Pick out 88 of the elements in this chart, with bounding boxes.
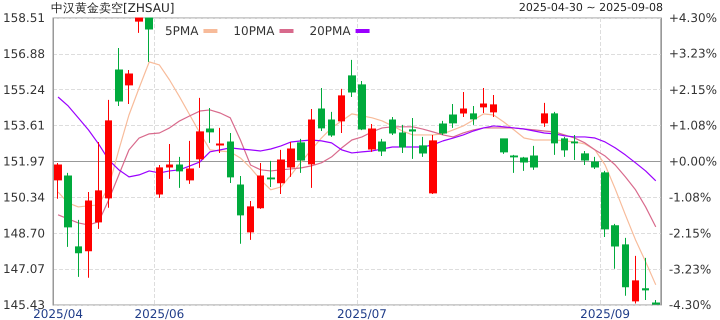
candlestick bbox=[642, 257, 649, 300]
candlestick bbox=[125, 70, 133, 105]
chart-subtitle: 2025-04-30 ~ 2025-09-08 bbox=[518, 1, 664, 14]
y2-tick-label: +0.00% bbox=[668, 154, 718, 168]
candlestick bbox=[176, 156, 183, 188]
candlestick bbox=[530, 145, 538, 170]
candlestick bbox=[348, 59, 356, 98]
y-tick-label: 158.51 bbox=[2, 11, 45, 25]
candlestick bbox=[409, 118, 416, 160]
candlestick bbox=[156, 164, 163, 198]
line-series bbox=[57, 109, 656, 228]
candlestick bbox=[186, 140, 194, 184]
candlestick bbox=[277, 149, 285, 194]
candlestick bbox=[75, 219, 82, 278]
candlestick bbox=[358, 80, 366, 131]
candlestick bbox=[429, 134, 437, 194]
candlestick bbox=[632, 255, 639, 304]
candlestick bbox=[54, 162, 62, 200]
candlestick bbox=[389, 116, 396, 136]
candlestick bbox=[378, 138, 386, 157]
candlestick bbox=[490, 94, 497, 118]
y2-tick-label: +2.15% bbox=[668, 82, 718, 97]
candlestick bbox=[95, 141, 102, 230]
candlestick bbox=[318, 87, 325, 132]
candlestick bbox=[520, 156, 528, 172]
candlestick bbox=[449, 104, 457, 128]
y2-tick-label: +3.23% bbox=[668, 46, 718, 61]
candlestick bbox=[237, 175, 244, 244]
y-tick-label: 153.61 bbox=[2, 118, 45, 133]
y-tick-label: 150.34 bbox=[2, 190, 45, 204]
candlestick bbox=[480, 87, 487, 114]
candlestick bbox=[500, 138, 508, 154]
candlestick bbox=[64, 172, 72, 248]
legend-label: 10PMA bbox=[233, 24, 276, 38]
y-tick-label: 148.70 bbox=[2, 226, 45, 240]
y2-tick-label: -2.15% bbox=[668, 226, 712, 240]
candlestick bbox=[399, 124, 406, 154]
candlestick bbox=[105, 99, 112, 208]
y2-tick-label: +1.08% bbox=[668, 118, 718, 132]
candlestick bbox=[551, 111, 558, 156]
candlestick bbox=[419, 136, 427, 158]
candlestick bbox=[368, 123, 376, 152]
y-tick-label: 156.88 bbox=[2, 46, 45, 61]
candlestick bbox=[328, 111, 335, 138]
x-tick-label: 2025/07 bbox=[337, 307, 387, 320]
line-series bbox=[57, 61, 656, 286]
y-tick-label: 155.24 bbox=[2, 82, 45, 97]
candlestick bbox=[338, 88, 345, 134]
line-series bbox=[57, 96, 656, 182]
candlestick bbox=[308, 108, 315, 188]
candlestick bbox=[571, 134, 578, 160]
y2-tick-label: -1.08% bbox=[668, 190, 712, 205]
candlestick bbox=[206, 107, 214, 144]
candlestick bbox=[439, 120, 447, 136]
legend-label: 20PMA bbox=[309, 24, 352, 38]
candlestick bbox=[287, 141, 295, 178]
candlestick bbox=[541, 102, 548, 128]
candlestick bbox=[591, 156, 599, 170]
legend-label: 5PMA bbox=[164, 24, 200, 38]
candlestick bbox=[561, 136, 568, 158]
candlestick bbox=[267, 160, 275, 188]
candlestick bbox=[247, 200, 254, 240]
chart-title: 中汉黄金卖空[ZHSAU] bbox=[51, 1, 174, 15]
candlestick bbox=[196, 97, 204, 168]
candlestick bbox=[652, 299, 660, 305]
candlestick bbox=[115, 48, 123, 106]
candlestick bbox=[622, 237, 629, 296]
y2-tick-label: +4.30% bbox=[668, 11, 718, 25]
candlestick bbox=[601, 170, 609, 238]
candlestick bbox=[216, 127, 224, 154]
candlestick bbox=[227, 132, 234, 184]
x-tick-label: 2025/06 bbox=[134, 307, 184, 320]
candlestick bbox=[166, 143, 173, 180]
candlestick bbox=[510, 154, 518, 174]
candlestick bbox=[135, 18, 143, 34]
y2-tick-label: -3.23% bbox=[668, 262, 712, 276]
candlestick bbox=[145, 18, 153, 62]
y-tick-label: 147.07 bbox=[2, 262, 45, 276]
candlestick bbox=[611, 223, 619, 270]
candlestick bbox=[470, 105, 477, 126]
candlestick bbox=[460, 91, 467, 118]
candlestick bbox=[581, 150, 589, 166]
candlestick bbox=[257, 162, 264, 210]
candlestick bbox=[297, 138, 305, 174]
y-tick-label: 151.97 bbox=[2, 154, 45, 168]
y2-tick-label: -4.30% bbox=[668, 298, 712, 312]
candlestick bbox=[85, 192, 92, 278]
x-tick-label: 2025/09 bbox=[580, 307, 630, 320]
